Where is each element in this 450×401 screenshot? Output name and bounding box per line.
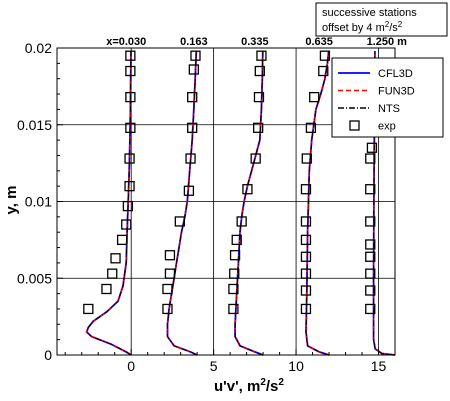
exp-marker (101, 283, 112, 295)
exp-marker (300, 184, 312, 195)
legend-label: FUN3D (378, 86, 415, 98)
exp-marker (365, 184, 376, 195)
exp-marker (228, 303, 239, 315)
exp-marker (164, 268, 176, 279)
station-label: 0.335 (241, 36, 269, 48)
exp-marker (162, 303, 173, 315)
exp-marker (365, 239, 376, 250)
exp-marker (229, 268, 240, 279)
exp-marker (183, 185, 195, 196)
y-tick-label: 0.005 (17, 270, 52, 286)
axis-ticks: 0 5 10 15 0 0.005 0.01 0.015 0.02 (17, 40, 396, 374)
exp-marker (164, 250, 176, 261)
exp-marker (110, 253, 121, 264)
exp-marker (365, 251, 376, 262)
exp-marker (187, 91, 198, 103)
exp-marker (300, 268, 312, 279)
exp-marker (365, 153, 376, 164)
exp-markers (83, 50, 378, 315)
y-tick-label: 0 (44, 347, 52, 363)
station-label: 0.163 (180, 36, 208, 48)
data-curves (85, 51, 396, 356)
exp-marker (124, 153, 135, 164)
y-tick-label: 0.015 (17, 117, 52, 133)
exp-marker (231, 234, 242, 246)
station-labels: x=0.030 0.163 0.335 0.635 1.250 m (106, 36, 407, 48)
y-tick-label: 0.02 (25, 40, 52, 56)
exp-marker (319, 50, 331, 61)
exp-marker (253, 91, 265, 103)
x-tick-label: 10 (288, 358, 304, 374)
exp-marker (125, 65, 136, 77)
legend-label: NTS (378, 103, 400, 115)
exp-marker (365, 216, 376, 227)
exp-marker (365, 285, 376, 296)
station-label: x=0.030 (106, 36, 146, 48)
series-fun3d-line (234, 51, 264, 356)
exp-marker (121, 219, 132, 230)
y-axis-label: y, m (3, 186, 20, 215)
exp-marker (365, 303, 376, 315)
series-nts-line (234, 51, 264, 356)
exp-marker (174, 216, 185, 227)
exp-marker (300, 234, 312, 246)
exp-marker (122, 200, 134, 212)
annotation-line-2: offset by 4 m2/s2 (322, 20, 403, 34)
exp-marker (253, 122, 264, 133)
exp-marker (300, 216, 312, 227)
exp-marker (309, 91, 320, 103)
exp-marker (185, 153, 196, 164)
exp-marker (365, 268, 376, 279)
x-axis-label: u'v', m2/s2 (214, 377, 284, 395)
y-tick-label: 0.01 (25, 194, 52, 210)
exp-marker (300, 303, 312, 315)
exp-marker (116, 234, 128, 246)
series-cfl3d-line (234, 51, 264, 356)
series-nts-line (167, 51, 198, 356)
legend-swatch (349, 120, 360, 131)
exp-marker (256, 50, 267, 61)
exp-marker (125, 122, 136, 133)
annotation-box: successive stations offset by 4 m2/s2 (315, 2, 448, 37)
exp-marker (366, 142, 378, 153)
legend-label: CFL3D (378, 68, 413, 80)
annotation-line-1: successive stations (322, 7, 417, 19)
exp-marker (300, 285, 312, 296)
x-tick-label: 15 (371, 358, 387, 374)
exp-marker (188, 64, 199, 75)
exp-marker (250, 153, 261, 164)
x-tick-label: 5 (210, 358, 218, 374)
exp-marker (301, 153, 312, 164)
series-fun3d-line (305, 51, 330, 356)
exp-marker (125, 91, 136, 103)
exp-marker (107, 268, 118, 279)
series-nts-line (86, 51, 132, 356)
legend-label: exp (378, 121, 396, 133)
exp-marker (305, 122, 317, 133)
exp-marker (124, 180, 135, 192)
station-label: 0.635 (305, 36, 333, 48)
series-nts-line (305, 51, 330, 356)
exp-marker (125, 50, 136, 61)
exp-marker (242, 184, 253, 195)
exp-marker (318, 65, 329, 77)
station-label: 1.250 m (367, 36, 408, 48)
exp-marker (236, 216, 247, 227)
exp-marker (162, 283, 173, 295)
exp-marker (190, 50, 201, 61)
series-nts-line (373, 51, 396, 356)
exp-marker (229, 250, 241, 261)
exp-marker (300, 251, 312, 262)
series-fun3d-line (85, 51, 132, 356)
exp-marker (228, 283, 239, 295)
exp-marker (83, 303, 94, 315)
exp-marker (187, 122, 198, 133)
exp-marker (254, 65, 265, 77)
x-tick-label: 0 (127, 358, 135, 374)
legend: CFL3D FUN3D NTS exp (331, 57, 444, 138)
